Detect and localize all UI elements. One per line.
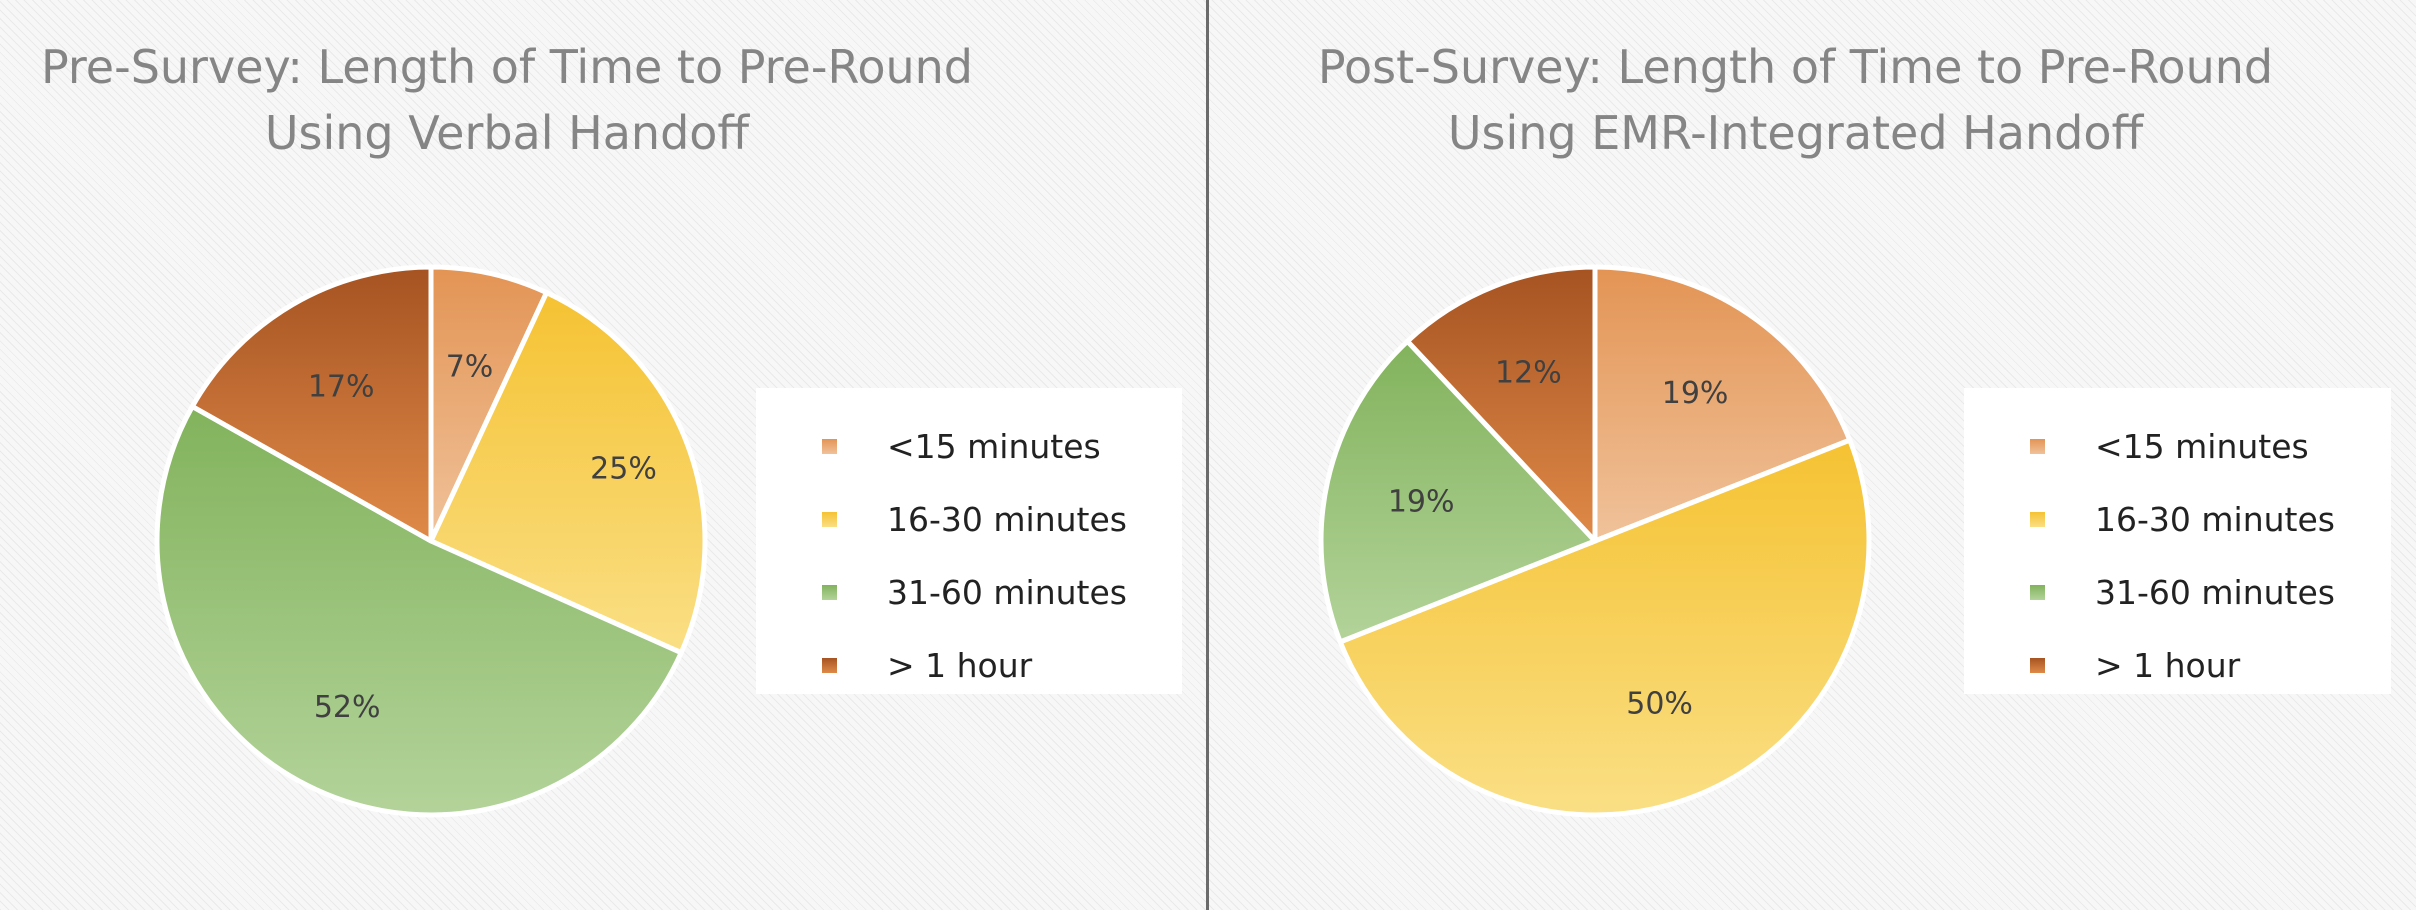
- legend-swatch-lt15: [2030, 439, 2045, 454]
- legend-item-gt1h: > 1 hour: [2030, 629, 2391, 702]
- data-label-16-30: 50%: [1626, 687, 1693, 722]
- pie-slice-lt15: [1592, 264, 1853, 544]
- legend-label-16-30: 16-30 minutes: [887, 500, 1127, 539]
- legend-pre: <15 minutes 16-30 minutes 31-60 minutes …: [756, 388, 1182, 694]
- data-label-31-60: 19%: [1388, 485, 1455, 520]
- chart-title-pre-line1: Pre-Survey: Length of Time to Pre-Round: [40, 40, 974, 94]
- legend-swatch-31-60: [2030, 585, 2045, 600]
- legend-label-16-30: 16-30 minutes: [2095, 500, 2335, 539]
- legend-swatch-16-30: [822, 512, 837, 527]
- chart-title-post: Post-Survey: Length of Time to Pre-Round…: [1192, 34, 2399, 166]
- pie-slice-31-60: [154, 403, 684, 818]
- legend-item-16-30: 16-30 minutes: [822, 483, 1182, 556]
- pie-chart-pre: 7% 25% 52% 17%: [154, 264, 708, 818]
- legend-swatch-gt1h: [2030, 658, 2045, 673]
- data-label-lt15: 7%: [446, 350, 494, 385]
- legend-item-31-60: 31-60 minutes: [2030, 556, 2391, 629]
- pie-chart-post: 19% 50% 19% 12%: [1318, 264, 1872, 818]
- legend-label-gt1h: > 1 hour: [2095, 646, 2241, 685]
- pie-slice-gt1h: [1404, 264, 1598, 544]
- legend-label-31-60: 31-60 minutes: [2095, 573, 2335, 612]
- legend-swatch-16-30: [2030, 512, 2045, 527]
- legend-label-31-60: 31-60 minutes: [887, 573, 1127, 612]
- legend-swatch-lt15: [822, 439, 837, 454]
- data-label-gt1h: 12%: [1495, 355, 1562, 390]
- legend-item-gt1h: > 1 hour: [822, 629, 1182, 702]
- legend-label-lt15: <15 minutes: [2095, 427, 2309, 466]
- pie-slice-16-30: [1337, 437, 1872, 818]
- data-label-31-60: 52%: [314, 690, 381, 725]
- chart-title-post-line1: Post-Survey: Length of Time to Pre-Round: [1317, 40, 2274, 94]
- data-label-16-30: 25%: [590, 452, 657, 487]
- data-label-lt15: 19%: [1662, 376, 1729, 411]
- legend-item-lt15: <15 minutes: [822, 410, 1182, 483]
- chart-panel-pre: Pre-Survey: Length of Time to Pre-Round …: [0, 0, 1206, 910]
- legend-swatch-31-60: [822, 585, 837, 600]
- legend-item-31-60: 31-60 minutes: [822, 556, 1182, 629]
- panel-divider: [1206, 0, 1209, 910]
- chart-title-post-line2: Using EMR-Integrated Handoff: [1447, 106, 2144, 160]
- legend-item-lt15: <15 minutes: [2030, 410, 2391, 483]
- chart-panel-post: Post-Survey: Length of Time to Pre-Round…: [1209, 0, 2416, 910]
- chart-title-pre: Pre-Survey: Length of Time to Pre-Round …: [0, 34, 1110, 166]
- legend-label-gt1h: > 1 hour: [887, 646, 1033, 685]
- pie-slice-gt1h: [189, 264, 434, 544]
- data-label-gt1h: 17%: [308, 370, 375, 405]
- pie-slice-31-60: [1318, 338, 1598, 645]
- legend-item-16-30: 16-30 minutes: [2030, 483, 2391, 556]
- chart-title-pre-line2: Using Verbal Handoff: [264, 106, 750, 160]
- pie-slice-16-30: [428, 290, 708, 656]
- legend-label-lt15: <15 minutes: [887, 427, 1101, 466]
- legend-swatch-gt1h: [822, 658, 837, 673]
- legend-post: <15 minutes 16-30 minutes 31-60 minutes …: [1964, 388, 2391, 694]
